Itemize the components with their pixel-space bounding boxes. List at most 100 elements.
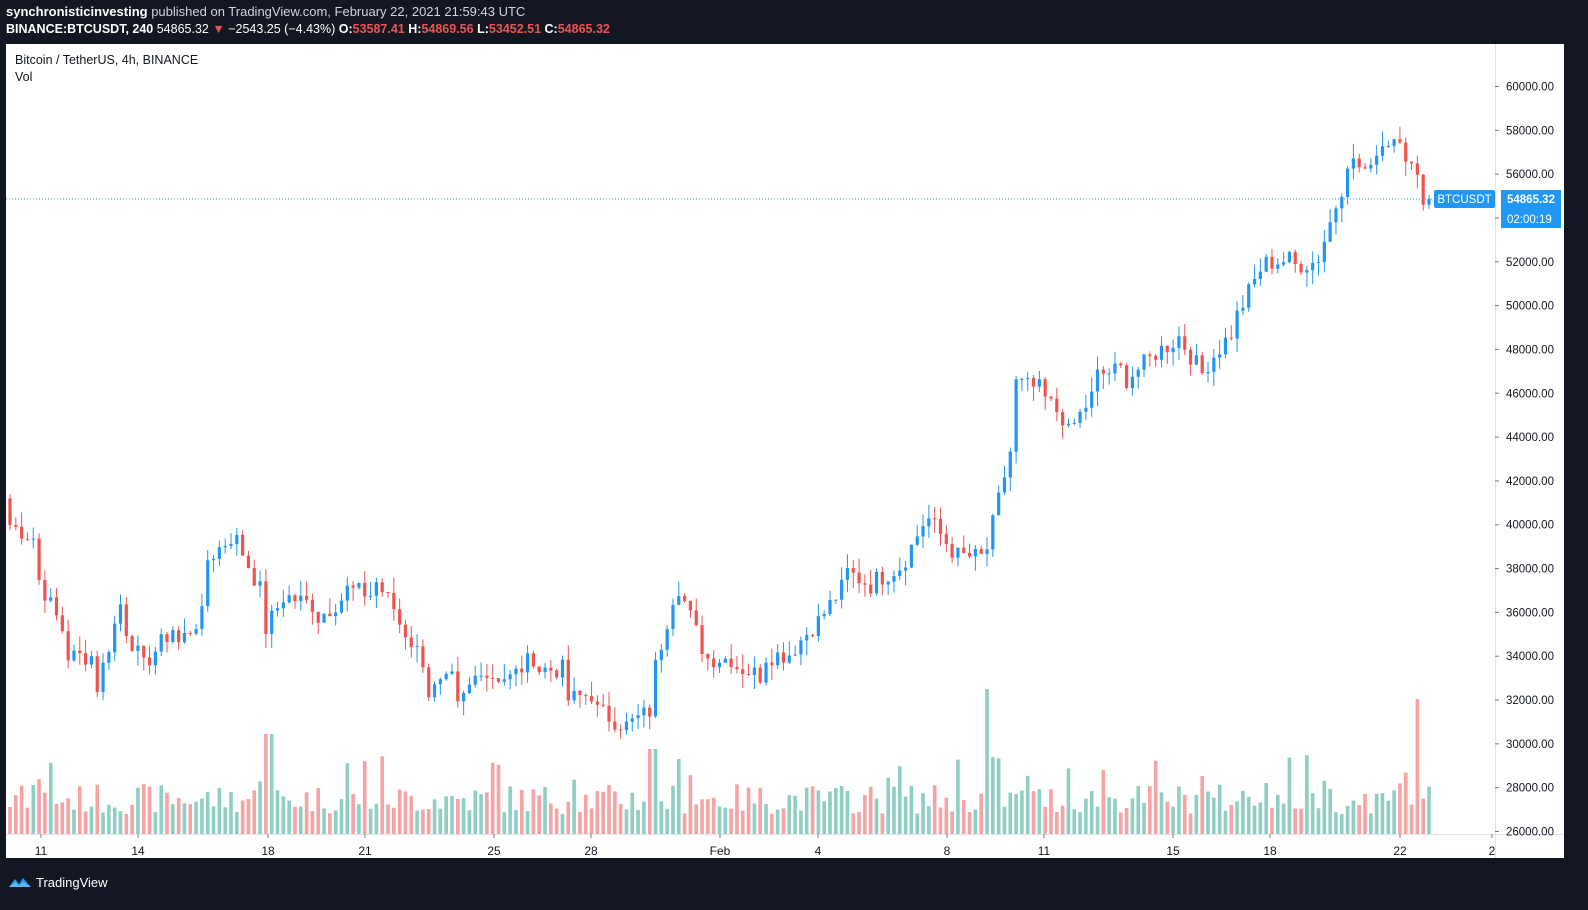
volume-bar (1014, 794, 1018, 834)
candle-body (20, 526, 24, 539)
volume-bar (804, 787, 809, 834)
candle-body (427, 667, 431, 698)
volume-bar (1008, 792, 1013, 834)
volume-bar (1386, 800, 1391, 834)
volume-bar (956, 759, 960, 834)
volume-bar (1293, 808, 1298, 834)
candle-body (252, 567, 256, 586)
candle-body (1409, 161, 1414, 164)
time-axis[interactable]: 11 14 18 21 25 28 Feb 4 8 11 15 18 22 2 (35, 834, 1496, 858)
volume-bar (996, 758, 1001, 834)
tradingview-brand[interactable]: TradingView (8, 872, 108, 892)
volume-bar (479, 794, 483, 834)
candle-body (1008, 451, 1012, 478)
candle-body (223, 546, 227, 548)
volume-bar (118, 811, 123, 834)
candle-body (520, 668, 524, 673)
volume-bar (508, 786, 512, 834)
volume-bar (1130, 798, 1135, 834)
volume-bar (1084, 798, 1088, 834)
candle-body (1119, 363, 1123, 366)
volume-bar (543, 786, 547, 834)
volume-bar (403, 791, 408, 834)
symbol-line: BINANCE:BTCUSDT, 240 (6, 22, 154, 36)
candle-body (729, 658, 733, 667)
candle-body (1398, 139, 1402, 143)
volume-bar (60, 802, 65, 834)
volume-bar (1345, 805, 1350, 834)
candle-body (642, 707, 646, 716)
volume-bar (514, 809, 518, 834)
candlestick-chart[interactable]: 60000.0058000.0056000.0054000.0052000.00… (6, 44, 1564, 858)
price-axis-label: 28000.00 (1506, 783, 1554, 795)
volume-bar (752, 803, 757, 834)
volume-bar (362, 760, 367, 834)
candle-body (624, 721, 629, 731)
close-value: 54865.32 (557, 22, 610, 36)
candle-body (1282, 262, 1286, 265)
volume-bar (1310, 793, 1315, 834)
volume-bar (676, 759, 681, 834)
candle-body (1328, 222, 1332, 242)
volume-bar (642, 801, 646, 834)
candle-body (159, 634, 163, 652)
volume-bar (223, 807, 227, 834)
candle-body (1363, 167, 1367, 169)
volume-bar (607, 784, 611, 834)
volume-bar (572, 779, 576, 834)
volume-bar (519, 789, 524, 834)
time-axis-label: 11 (1038, 844, 1051, 858)
candle-body (246, 555, 251, 568)
candle-body (380, 582, 384, 593)
time-axis-label: 4 (815, 844, 822, 858)
volume-bar (72, 809, 76, 834)
low-label: L: (477, 22, 489, 36)
chart-panel[interactable]: 60000.0058000.0056000.0054000.0052000.00… (6, 44, 1564, 858)
price-axis-label: 26000.00 (1506, 827, 1554, 839)
price-axis-label: 38000.00 (1506, 564, 1554, 576)
candle-body (235, 534, 239, 545)
candle-body (508, 674, 512, 680)
volume-bar (333, 810, 338, 834)
volume-bar (775, 809, 780, 834)
candle-body (706, 654, 710, 659)
volume-bar (1392, 790, 1396, 834)
volume-bar (1188, 813, 1193, 834)
volume-bar (822, 801, 826, 834)
candle-body (258, 581, 262, 586)
candle-body (1311, 262, 1315, 271)
author-link[interactable]: synchronisticinvesting (6, 4, 148, 19)
candle-body (636, 715, 640, 719)
bar-countdown-label: 02:00:19 (1507, 214, 1552, 226)
volume-bar (467, 810, 472, 834)
volume-bar (316, 787, 321, 834)
candle-body (1322, 241, 1326, 263)
volume-bar (14, 795, 18, 834)
footer: TradingView (0, 866, 1588, 910)
volume-bar (770, 813, 774, 834)
candle-body (1264, 256, 1268, 272)
price-axis-label: 34000.00 (1506, 651, 1554, 663)
candle-body (1136, 369, 1140, 377)
candle-body (1165, 345, 1169, 353)
candle-body (549, 667, 553, 671)
volume-bar (205, 791, 210, 834)
volume-bar (868, 786, 873, 834)
volume-bar (165, 792, 169, 834)
volume-bar (141, 784, 146, 834)
price-axis-label: 42000.00 (1506, 476, 1554, 488)
volume-bar (1316, 808, 1321, 834)
candle-body (525, 653, 530, 673)
candle-body (1200, 355, 1204, 374)
candle-body (502, 679, 506, 682)
candle-body (1212, 357, 1216, 372)
symbol-price-tag: BTCUSDT 54865.32 02:00:19 (1434, 190, 1561, 229)
candle-body (735, 666, 739, 670)
volume-bar (717, 806, 722, 834)
volume-bar (1066, 768, 1071, 834)
volume-bar (304, 792, 309, 834)
volume-bar (95, 784, 100, 834)
candle-body (1299, 263, 1303, 273)
candle-body (822, 613, 826, 617)
volume-bar (525, 811, 530, 834)
